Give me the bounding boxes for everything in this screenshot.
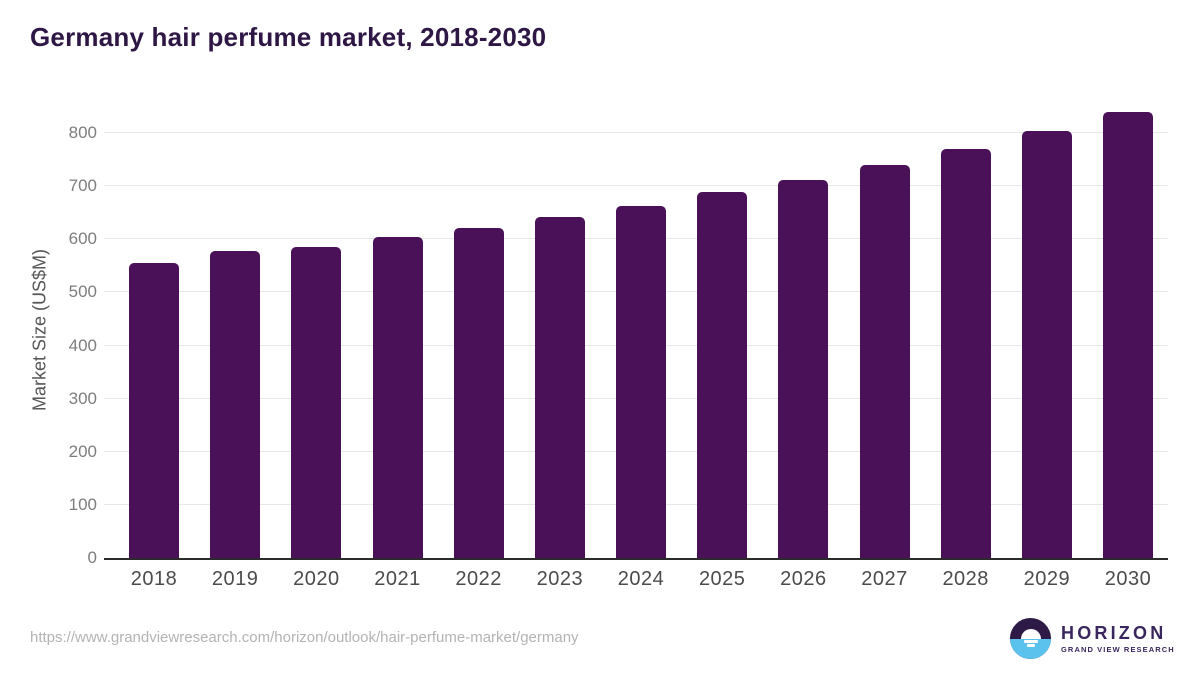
bar-2027 [859,164,910,558]
bar-2029 [1021,131,1072,558]
bar-2019 [210,251,261,558]
x-label-2021: 2021 [374,568,421,590]
y-tick-label-100: 100 [68,494,97,514]
x-label-2019: 2019 [211,568,259,590]
x-label-2026: 2026 [780,568,827,590]
x-label-2029: 2029 [1023,568,1071,590]
logo-sea-shape [1010,638,1051,659]
bar-2024 [616,205,667,558]
x-label-2025: 2025 [698,568,746,590]
y-tick-label-0: 0 [87,548,97,567]
x-label-2022: 2022 [455,568,502,590]
x-label-2023: 2023 [536,568,584,590]
gridline-800 [104,132,1168,133]
bar-2026 [778,179,829,558]
y-tick-label-700: 700 [68,176,97,196]
x-label-2030: 2030 [1104,568,1152,590]
x-axis-labels: 2018 2019 2020 2021 2022 2023 2024 2025 2026 2027… [104,568,1168,594]
logo-reflection-dash [1026,644,1035,647]
x-label-2020: 2020 [293,568,340,590]
source-url: https://www.grandviewresearch.com/horizo… [30,629,579,646]
bar-2020 [291,246,342,558]
bar-2022 [453,227,504,558]
logo-text: HORIZON GRAND VIEW RESEARCH [1061,623,1175,654]
chart-title: Germany hair perfume market, 2018-2030 [30,22,547,52]
y-tick-label-600: 600 [68,229,97,249]
horizon-logo-icon [1010,618,1051,659]
x-label-2027: 2027 [861,568,908,590]
y-tick-label-500: 500 [68,282,97,302]
bar-2018 [129,263,179,558]
bar-2028 [940,148,991,558]
gridline-700 [104,185,1168,187]
y-tick-label-400: 400 [68,335,97,355]
x-label-2018: 2018 [130,568,178,590]
logo-tagline: GRAND VIEW RESEARCH [1061,645,1175,654]
y-tick-label-800: 800 [68,123,97,142]
y-axis-tick-labels: 0 100 200 300 400 500 600 700 800 [0,100,97,567]
x-label-2024: 2024 [617,568,665,590]
bar-2021 [372,237,423,558]
y-tick-label-300: 300 [68,388,97,408]
plot-area [104,100,1168,560]
bar-2023 [534,216,585,558]
logo-reflection-dash [1023,640,1038,644]
y-tick-label-200: 200 [68,441,97,461]
logo-name: HORIZON [1061,623,1167,643]
horizon-logo: HORIZON GRAND VIEW RESEARCH [1010,618,1175,659]
x-label-2028: 2028 [942,568,989,590]
bar-2030 [1103,111,1154,558]
x-axis-line [104,558,1168,560]
bar-2025 [697,191,748,558]
